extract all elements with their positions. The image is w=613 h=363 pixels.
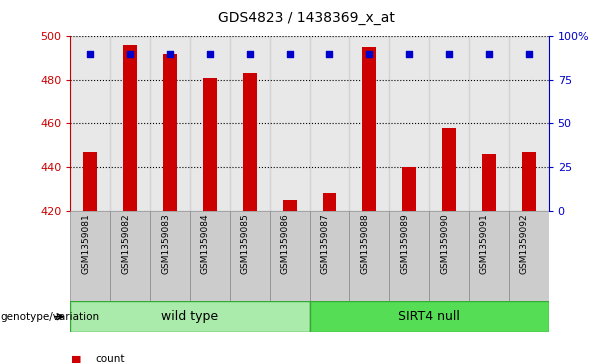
Point <box>405 51 414 57</box>
Point <box>205 51 215 57</box>
Text: SIRT4 null: SIRT4 null <box>398 310 460 323</box>
Bar <box>310 36 349 211</box>
Bar <box>163 54 177 211</box>
Bar <box>230 36 270 211</box>
Bar <box>310 301 549 332</box>
Text: genotype/variation: genotype/variation <box>0 312 99 322</box>
Text: ■: ■ <box>70 354 81 363</box>
Bar <box>389 211 429 301</box>
Bar <box>469 211 509 301</box>
Bar <box>362 47 376 211</box>
Text: GSM1359083: GSM1359083 <box>161 213 170 274</box>
Text: GSM1359089: GSM1359089 <box>400 213 409 274</box>
Text: GSM1359087: GSM1359087 <box>321 213 330 274</box>
Text: GSM1359090: GSM1359090 <box>440 213 449 274</box>
Bar <box>389 36 429 211</box>
Bar <box>243 73 257 211</box>
Text: GSM1359091: GSM1359091 <box>480 213 489 274</box>
Point <box>86 51 96 57</box>
Bar <box>402 167 416 211</box>
Point <box>325 51 335 57</box>
Bar <box>123 45 137 211</box>
Bar <box>70 301 310 332</box>
Bar <box>509 211 549 301</box>
Point <box>364 51 374 57</box>
Bar <box>110 36 150 211</box>
Bar <box>83 152 97 211</box>
Bar <box>190 36 230 211</box>
Bar <box>150 36 190 211</box>
Bar <box>190 211 230 301</box>
Point <box>484 51 494 57</box>
Point <box>444 51 454 57</box>
Text: wild type: wild type <box>161 310 219 323</box>
Point <box>166 51 175 57</box>
Bar <box>110 211 150 301</box>
Point <box>245 51 255 57</box>
Bar <box>310 211 349 301</box>
Bar <box>469 36 509 211</box>
Point <box>524 51 533 57</box>
Bar <box>230 211 270 301</box>
Bar <box>442 128 456 211</box>
Bar <box>429 36 469 211</box>
Bar <box>482 154 496 211</box>
Text: GSM1359082: GSM1359082 <box>121 213 130 274</box>
Text: GSM1359085: GSM1359085 <box>241 213 250 274</box>
Text: GSM1359086: GSM1359086 <box>281 213 289 274</box>
Bar <box>70 211 110 301</box>
Bar <box>322 193 337 211</box>
Bar <box>203 78 217 211</box>
Point <box>125 51 135 57</box>
Text: count: count <box>95 354 124 363</box>
Text: GSM1359084: GSM1359084 <box>201 213 210 274</box>
Bar <box>349 36 389 211</box>
Bar <box>522 152 536 211</box>
Bar <box>150 211 190 301</box>
Text: GSM1359081: GSM1359081 <box>82 213 91 274</box>
Bar <box>509 36 549 211</box>
Bar <box>429 211 469 301</box>
Bar <box>70 36 110 211</box>
Bar <box>270 36 310 211</box>
Bar <box>283 200 297 211</box>
Bar <box>270 211 310 301</box>
Text: GSM1359092: GSM1359092 <box>520 213 528 274</box>
Text: GSM1359088: GSM1359088 <box>360 213 369 274</box>
Bar <box>349 211 389 301</box>
Text: GDS4823 / 1438369_x_at: GDS4823 / 1438369_x_at <box>218 11 395 25</box>
Point <box>284 51 294 57</box>
